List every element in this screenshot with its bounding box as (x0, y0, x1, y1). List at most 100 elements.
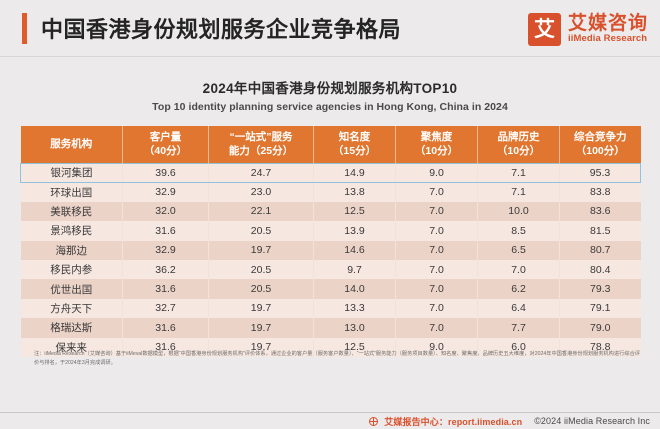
cell-one-stop-service: 20.5 (208, 221, 314, 241)
cell-total-score: 80.4 (559, 259, 641, 280)
cell-agency: 保来来 (20, 337, 123, 357)
column-header-line1: 聚焦度 (420, 131, 453, 144)
column-header-agency: 服务机构 (20, 126, 123, 163)
chart-title: 2024年中国香港身份规划服务机构TOP10 (202, 81, 458, 96)
cell-brand-history: 6.4 (477, 298, 560, 319)
cell-one-stop-service: 19.7 (208, 298, 314, 319)
cell-awareness: 12.5 (313, 201, 396, 222)
cell-focus: 9.0 (395, 162, 478, 183)
cell-one-stop-service: 19.7 (208, 240, 314, 260)
cell-brand-history: 6.0 (477, 337, 560, 357)
table-row: 美联移民 32.0 22.1 12.5 7.0 10.0 83.6 (20, 201, 641, 222)
cell-total-score: 83.6 (559, 201, 641, 222)
cell-awareness: 14.6 (313, 240, 396, 260)
column-header-line1: 综合竞争力 (574, 131, 627, 144)
cell-customer-volume: 31.6 (122, 337, 209, 357)
cell-awareness: 9.7 (313, 259, 396, 280)
cell-focus: 7.0 (395, 221, 478, 241)
cell-brand-history: 7.1 (477, 182, 560, 202)
ranking-table: 服务机构 客户量 （40分） “一站式”服务 能力（25分） 知名度 （15分）… (20, 126, 641, 357)
page-title: 中国香港身份规划服务企业竞争格局 (41, 17, 402, 42)
cell-focus: 7.0 (395, 201, 478, 222)
column-header-line2: （10分） (496, 145, 541, 158)
cell-total-score: 83.8 (559, 182, 641, 202)
cell-total-score: 79.1 (559, 298, 641, 319)
cell-total-score: 80.7 (559, 240, 641, 260)
cell-customer-volume: 39.6 (122, 162, 209, 183)
cell-brand-history: 7.1 (477, 162, 560, 183)
report-center-link[interactable]: 艾媒报告中心：report.iimedia.cn (384, 416, 523, 427)
cell-one-stop-service: 19.7 (208, 337, 314, 357)
cell-total-score: 78.8 (559, 337, 641, 357)
page-header: 中国香港身份规划服务企业竞争格局 艾 艾媒咨询 iiMedia Research (0, 0, 660, 57)
globe-icon (369, 416, 379, 426)
brand-name-en: iiMedia Research (567, 32, 648, 44)
column-header-customer-volume: 客户量 （40分） (122, 126, 209, 163)
column-header-line2: （40分） (143, 145, 188, 158)
table-row: 银河集团 39.6 24.7 14.9 9.0 7.1 95.3 (20, 162, 641, 183)
cell-agency: 方舟天下 (20, 298, 123, 319)
table-row: 保来来 31.6 19.7 12.5 9.0 6.0 78.8 (20, 337, 641, 357)
page-footer: 艾媒报告中心：report.iimedia.cn ©2024 iiMedia R… (0, 412, 660, 429)
cell-focus: 7.0 (395, 259, 478, 280)
cell-agency: 海那边 (20, 240, 123, 260)
cell-one-stop-service: 24.7 (208, 162, 314, 183)
cell-focus: 7.0 (395, 182, 478, 202)
column-header-brand-history: 品牌历史 （10分） (477, 126, 560, 163)
cell-agency: 美联移民 (20, 201, 123, 222)
column-header-focus: 聚焦度 （10分） (395, 126, 478, 163)
cell-focus: 7.0 (395, 240, 478, 260)
cell-brand-history: 7.0 (477, 259, 560, 280)
cell-agency: 移民内参 (20, 259, 123, 280)
table-row: 海那边 32.9 19.7 14.6 7.0 6.5 80.7 (20, 240, 641, 260)
cell-customer-volume: 32.9 (122, 182, 209, 202)
cell-one-stop-service: 19.7 (208, 318, 314, 338)
table-row: 景鸿移民 31.6 20.5 13.9 7.0 8.5 81.5 (20, 221, 641, 241)
cell-total-score: 79.3 (559, 279, 641, 299)
cell-one-stop-service: 22.1 (208, 201, 314, 222)
column-header-line2: （10分） (414, 145, 459, 158)
column-header-line2: 能力（25分） (228, 145, 294, 158)
cell-agency: 银河集团 (20, 162, 123, 183)
cell-customer-volume: 31.6 (122, 279, 209, 299)
cell-one-stop-service: 23.0 (208, 182, 314, 202)
column-header-line2: （100分） (575, 145, 625, 158)
cell-brand-history: 10.0 (477, 201, 560, 222)
cell-total-score: 81.5 (559, 221, 641, 241)
cell-awareness: 13.9 (313, 221, 396, 241)
cell-total-score: 95.3 (559, 162, 641, 183)
cell-awareness: 12.5 (313, 337, 396, 357)
title-accent-bar (22, 12, 27, 44)
chart-subtitle: Top 10 identity planning service agencie… (152, 101, 508, 113)
cell-agency: 格瑞达斯 (20, 318, 123, 338)
cell-agency: 景鸿移民 (20, 221, 123, 241)
column-header-line2: （15分） (332, 145, 377, 158)
cell-focus: 9.0 (395, 337, 478, 357)
cell-agency: 环球出国 (20, 182, 123, 202)
brand-name-cn: 艾媒咨询 (567, 12, 648, 34)
table-row: 移民内参 36.2 20.5 9.7 7.0 7.0 80.4 (20, 259, 641, 280)
cell-customer-volume: 36.2 (122, 259, 209, 280)
table-body: 银河集团 39.6 24.7 14.9 9.0 7.1 95.3 环球出国 32… (20, 162, 641, 357)
table-row: 格瑞达斯 31.6 19.7 13.0 7.0 7.7 79.0 (20, 318, 641, 338)
column-header-one-stop-service: “一站式”服务 能力（25分） (208, 126, 314, 163)
brand-mark-icon: 艾 (527, 12, 561, 46)
table-header-row: 服务机构 客户量 （40分） “一站式”服务 能力（25分） 知名度 （15分）… (20, 126, 641, 163)
cell-customer-volume: 32.9 (122, 240, 209, 260)
cell-brand-history: 6.5 (477, 240, 560, 260)
cell-customer-volume: 32.7 (122, 298, 209, 319)
column-header-line1: 知名度 (338, 131, 371, 144)
cell-brand-history: 7.7 (477, 318, 560, 338)
cell-brand-history: 6.2 (477, 279, 560, 299)
footnote: 注：iiMedia Research（艾媒咨询）基于iiMeval数据模型，根据… (34, 351, 640, 367)
copyright-text: ©2024 iiMedia Research Inc (534, 416, 650, 426)
table-row: 优世出国 31.6 20.5 14.0 7.0 6.2 79.3 (20, 279, 641, 299)
brand-text: 艾媒咨询 iiMedia Research (567, 12, 648, 44)
cell-focus: 7.0 (395, 298, 478, 319)
chart-content: 2024年中国香港身份规划服务机构TOP10 Top 10 identity p… (0, 57, 660, 412)
cell-awareness: 14.0 (313, 279, 396, 299)
cell-customer-volume: 32.0 (122, 201, 209, 222)
cell-one-stop-service: 20.5 (208, 279, 314, 299)
cell-agency: 优世出国 (20, 279, 123, 299)
cell-awareness: 13.3 (313, 298, 396, 319)
